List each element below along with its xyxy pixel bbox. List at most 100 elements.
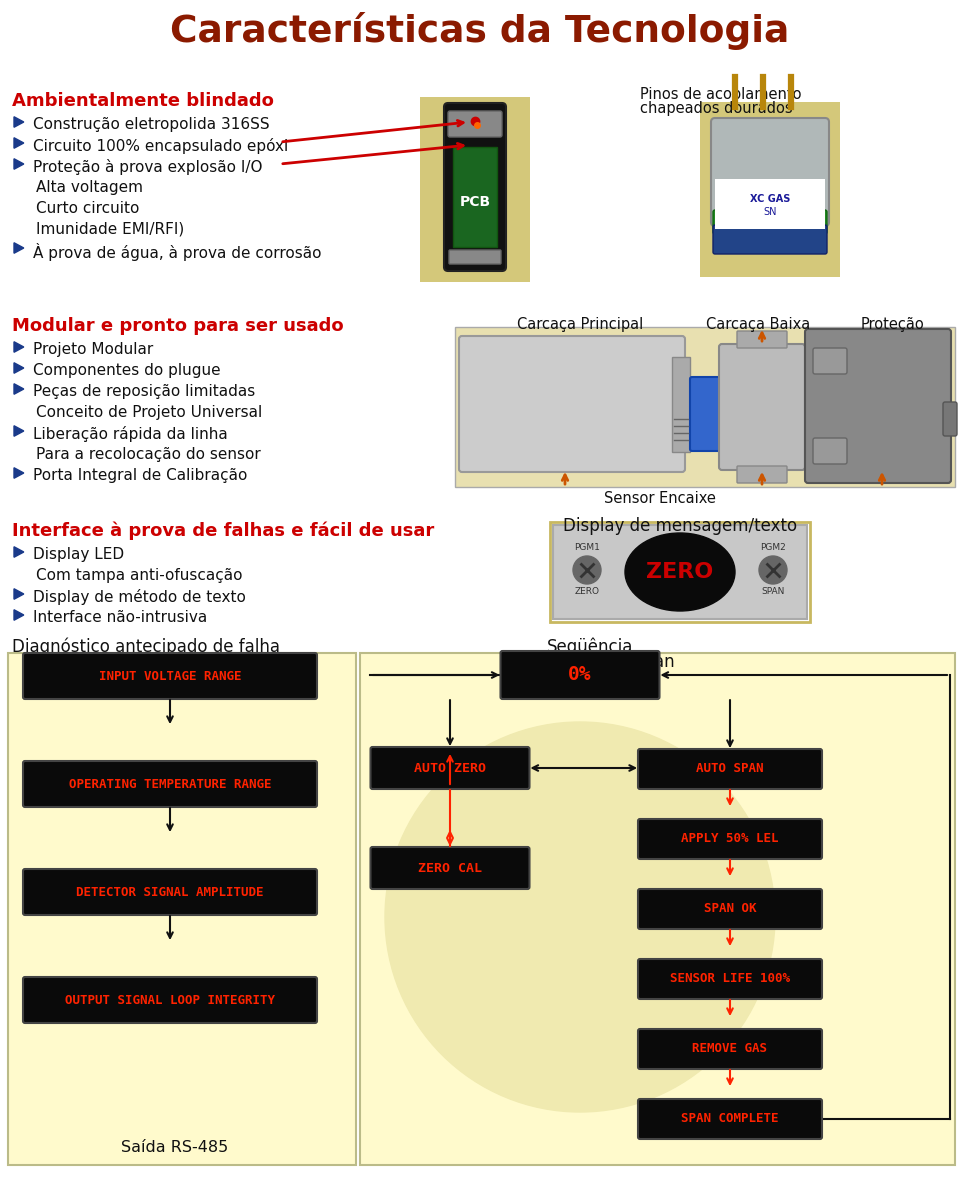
Text: Pinos de acoplamento: Pinos de acoplamento (640, 87, 802, 102)
Text: SPAN COMPLETE: SPAN COMPLETE (682, 1112, 779, 1125)
Text: APPLY 50% LEL: APPLY 50% LEL (682, 832, 779, 845)
FancyBboxPatch shape (23, 869, 317, 915)
Text: OPERATING TEMPERATURE RANGE: OPERATING TEMPERATURE RANGE (69, 777, 272, 791)
Text: Seqüência: Seqüência (547, 637, 634, 655)
Text: Alta voltagem: Alta voltagem (36, 180, 143, 195)
Polygon shape (14, 589, 24, 599)
Text: Construção eletropolida 316SS: Construção eletropolida 316SS (33, 118, 270, 132)
Text: Sensor Encaixe: Sensor Encaixe (604, 491, 716, 506)
Text: Para a recolocação do sensor: Para a recolocação do sensor (36, 447, 261, 462)
Text: ZERO CAL: ZERO CAL (418, 862, 482, 875)
Text: Conceito de Projeto Universal: Conceito de Projeto Universal (36, 405, 262, 420)
Text: Interface à prova de falhas e fácil de usar: Interface à prova de falhas e fácil de u… (12, 522, 434, 540)
FancyBboxPatch shape (23, 653, 317, 699)
Polygon shape (14, 426, 24, 437)
Text: Peças de reposição limitadas: Peças de reposição limitadas (33, 385, 255, 399)
FancyBboxPatch shape (813, 438, 847, 464)
FancyBboxPatch shape (420, 97, 530, 283)
FancyBboxPatch shape (638, 959, 822, 999)
Polygon shape (14, 547, 24, 557)
Text: Liberação rápida da linha: Liberação rápida da linha (33, 426, 228, 442)
Text: Auto zero/Auto span: Auto zero/Auto span (506, 653, 674, 671)
Text: Com tampa anti-ofuscação: Com tampa anti-ofuscação (36, 569, 243, 583)
FancyBboxPatch shape (444, 103, 506, 271)
Text: À prova de água, à prova de corrosão: À prova de água, à prova de corrosão (33, 243, 322, 261)
Text: chapeados dourados: chapeados dourados (640, 101, 793, 116)
FancyBboxPatch shape (672, 357, 690, 452)
Text: Ambientalmente blindado: Ambientalmente blindado (12, 93, 274, 110)
Polygon shape (14, 468, 24, 478)
FancyBboxPatch shape (713, 210, 827, 234)
FancyBboxPatch shape (23, 761, 317, 807)
FancyBboxPatch shape (713, 226, 827, 254)
FancyBboxPatch shape (455, 326, 955, 487)
Text: XC GAS: XC GAS (750, 193, 790, 204)
Text: Display de método de texto: Display de método de texto (33, 589, 246, 605)
Text: DETECTOR SIGNAL AMPLITUDE: DETECTOR SIGNAL AMPLITUDE (76, 886, 264, 899)
Text: PCB: PCB (460, 195, 491, 209)
FancyBboxPatch shape (371, 848, 530, 889)
Polygon shape (14, 243, 24, 253)
Text: AUTO ZERO: AUTO ZERO (414, 762, 486, 774)
Text: Saída RS-485: Saída RS-485 (121, 1140, 228, 1155)
Text: SN: SN (763, 207, 777, 217)
Text: OUTPUT SIGNAL LOOP INTEGRITY: OUTPUT SIGNAL LOOP INTEGRITY (65, 994, 275, 1007)
Polygon shape (14, 116, 24, 127)
FancyBboxPatch shape (805, 329, 951, 483)
Polygon shape (14, 342, 24, 353)
Polygon shape (14, 138, 24, 148)
Text: PGM1: PGM1 (574, 542, 600, 552)
Text: Projeto Modular: Projeto Modular (33, 342, 154, 357)
FancyBboxPatch shape (360, 653, 955, 1164)
Text: 0%: 0% (568, 666, 591, 685)
FancyBboxPatch shape (638, 889, 822, 929)
FancyBboxPatch shape (638, 749, 822, 789)
Text: Porta Integral de Calibração: Porta Integral de Calibração (33, 468, 248, 483)
Text: Proteção à prova explosão I/O: Proteção à prova explosão I/O (33, 159, 262, 174)
Text: Carcaça Baixa: Carcaça Baixa (706, 317, 810, 332)
Text: SENSOR LIFE 100%: SENSOR LIFE 100% (670, 972, 790, 985)
FancyBboxPatch shape (700, 102, 840, 277)
Text: ZERO: ZERO (574, 588, 599, 596)
FancyBboxPatch shape (813, 348, 847, 374)
Polygon shape (14, 363, 24, 373)
Polygon shape (14, 383, 24, 394)
FancyBboxPatch shape (371, 747, 530, 789)
Text: Curto circuito: Curto circuito (36, 201, 139, 216)
Text: Diagnóstico antecipado de falha: Diagnóstico antecipado de falha (12, 637, 280, 655)
Polygon shape (14, 159, 24, 170)
Circle shape (385, 722, 775, 1112)
FancyBboxPatch shape (23, 977, 317, 1023)
FancyBboxPatch shape (448, 112, 502, 137)
Text: Imunidade EMI/RFI): Imunidade EMI/RFI) (36, 222, 184, 237)
FancyBboxPatch shape (737, 331, 787, 348)
Text: Display LED: Display LED (33, 547, 124, 561)
Text: REMOVE GAS: REMOVE GAS (692, 1042, 767, 1055)
FancyBboxPatch shape (711, 118, 829, 226)
FancyBboxPatch shape (719, 344, 805, 470)
Text: Interface não-intrusiva: Interface não-intrusiva (33, 610, 207, 626)
Text: Características da Tecnologia: Características da Tecnologia (170, 12, 790, 50)
Text: Carcaça Principal: Carcaça Principal (516, 317, 643, 332)
Circle shape (573, 556, 601, 584)
FancyBboxPatch shape (8, 653, 356, 1164)
Text: Modular e pronto para ser usado: Modular e pronto para ser usado (12, 317, 344, 335)
Polygon shape (14, 610, 24, 621)
FancyBboxPatch shape (500, 650, 660, 699)
Text: SPAN: SPAN (761, 588, 784, 596)
FancyBboxPatch shape (690, 377, 720, 451)
Circle shape (759, 556, 787, 584)
FancyBboxPatch shape (449, 250, 501, 264)
Text: Circuito 100% encapsulado epóxi: Circuito 100% encapsulado epóxi (33, 138, 288, 154)
FancyBboxPatch shape (638, 1029, 822, 1069)
FancyBboxPatch shape (638, 1099, 822, 1140)
FancyBboxPatch shape (943, 402, 957, 436)
Text: Proteção: Proteção (860, 317, 924, 332)
Ellipse shape (625, 533, 735, 611)
Text: SPAN OK: SPAN OK (704, 902, 756, 915)
Text: Componentes do plugue: Componentes do plugue (33, 363, 221, 377)
Text: INPUT VOLTAGE RANGE: INPUT VOLTAGE RANGE (99, 669, 241, 683)
FancyBboxPatch shape (715, 179, 825, 229)
Text: Display de mensagem/texto: Display de mensagem/texto (563, 518, 797, 535)
Text: PGM2: PGM2 (760, 542, 786, 552)
